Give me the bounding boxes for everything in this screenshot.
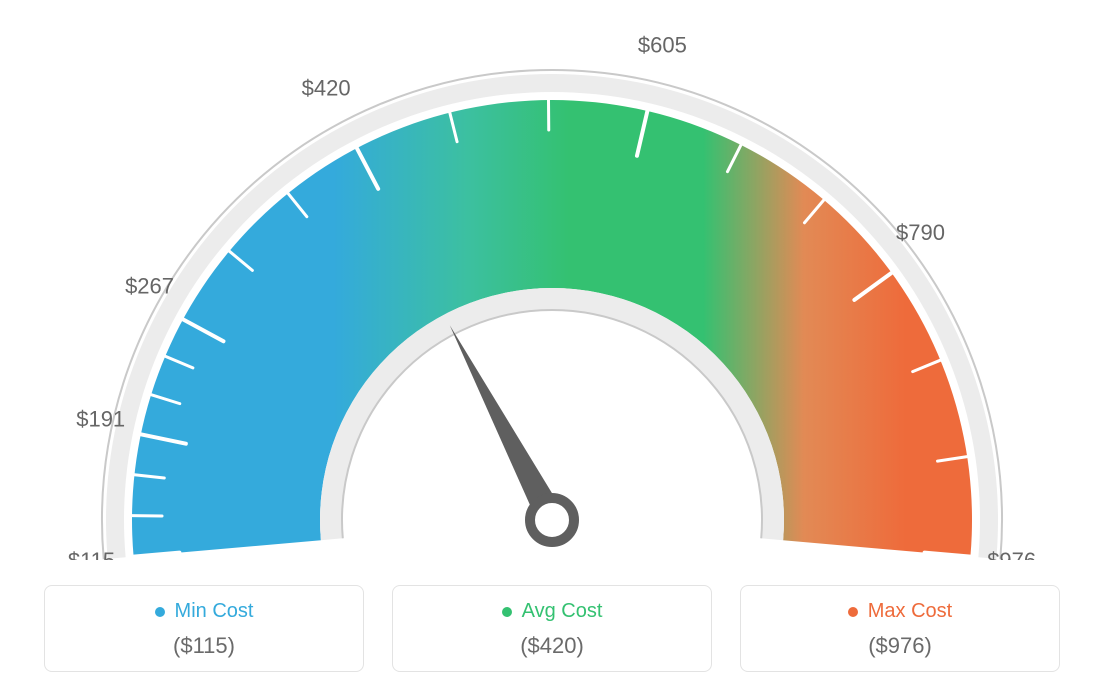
gauge-tick-label: $115 [68, 548, 115, 560]
gauge-arc [132, 100, 972, 557]
legend-card-min: Min Cost ($115) [44, 585, 364, 672]
gauge-tick-label: $605 [638, 33, 687, 58]
gauge-tick-label: $790 [896, 220, 945, 245]
legend-value-max: ($976) [751, 633, 1049, 659]
legend-value-min: ($115) [55, 633, 353, 659]
dot-min [155, 607, 165, 617]
gauge-needle-hub [530, 498, 574, 542]
legend-card-max: Max Cost ($976) [740, 585, 1060, 672]
gauge-tick-label: $976 [987, 548, 1036, 560]
dot-max [848, 607, 858, 617]
gauge-tick-label: $267 [125, 274, 174, 299]
cost-gauge: $115 $191 $267 $420 $605 $790 $976 [0, 0, 1104, 560]
legend-row: Min Cost ($115) Avg Cost ($420) Max Cost… [0, 585, 1104, 672]
legend-title-min: Min Cost [175, 600, 254, 623]
legend-card-avg: Avg Cost ($420) [392, 585, 712, 672]
gauge-tick-label: $191 [76, 407, 125, 432]
legend-title-avg: Avg Cost [522, 600, 603, 623]
legend-value-avg: ($420) [403, 633, 701, 659]
legend-title-max: Max Cost [868, 600, 952, 623]
gauge-tick-label: $420 [302, 75, 351, 100]
dot-avg [502, 607, 512, 617]
